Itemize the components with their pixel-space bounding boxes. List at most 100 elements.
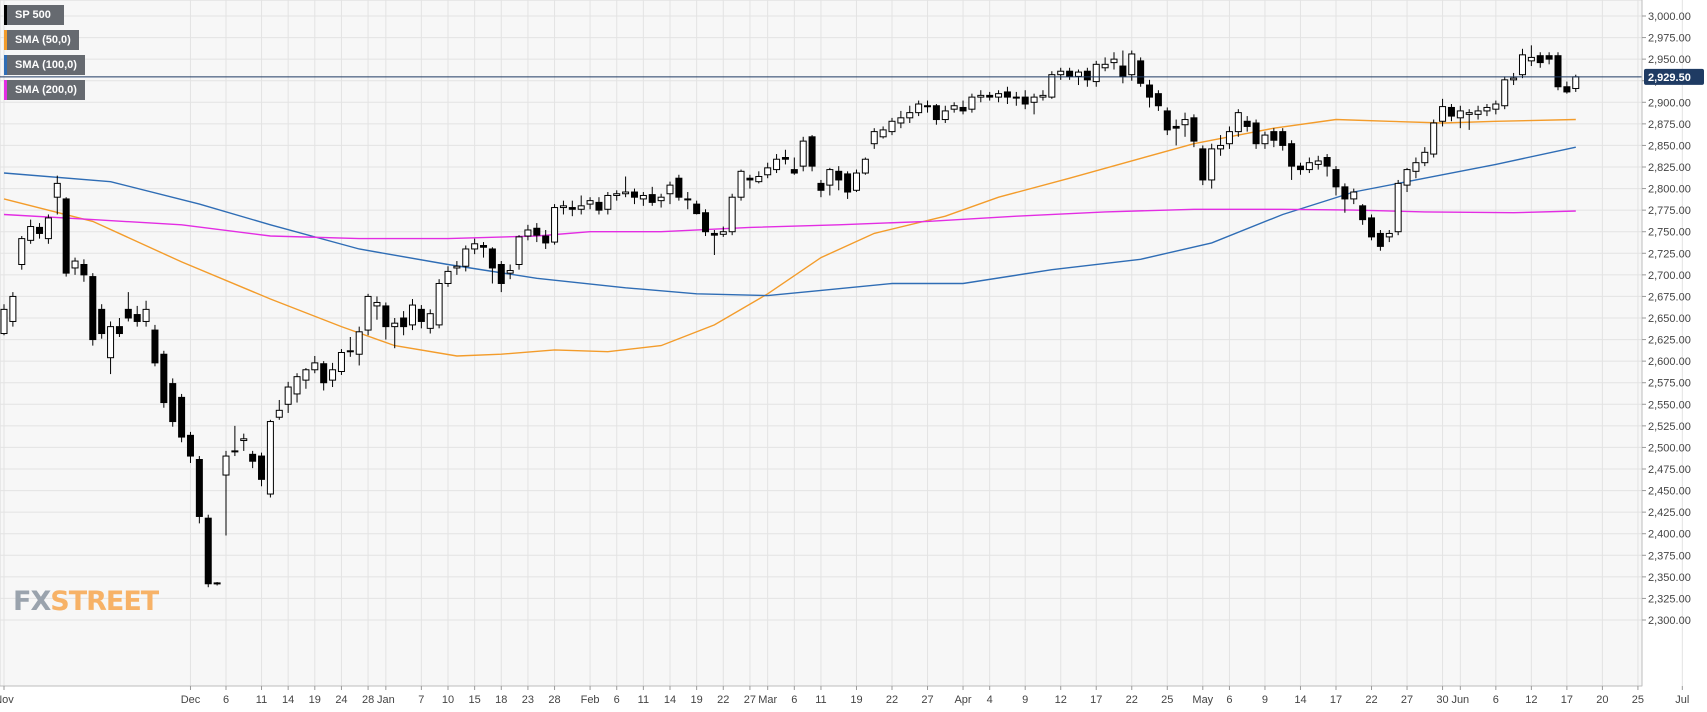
legend: SP 500 SMA (50,0) SMA (100,0) SMA (200,0… [4, 5, 85, 105]
legend-item-sma50[interactable]: SMA (50,0) [4, 30, 79, 50]
y-tick-label: 2,750.00 [1648, 227, 1691, 239]
candle-body-up [426, 313, 434, 329]
candle [1465, 109, 1473, 130]
candle-body-up [240, 438, 248, 442]
y-tick-label: 2,300.00 [1648, 615, 1691, 627]
candle-body-up [506, 270, 514, 274]
candle-body-down [1545, 55, 1553, 60]
candle [506, 264, 514, 280]
candle-body-down [1296, 165, 1304, 171]
candle-body-up [1518, 54, 1526, 76]
logo-street: STREET [50, 586, 159, 617]
candle-body-up [444, 270, 452, 284]
candle-body-down [1368, 217, 1376, 238]
x-tick-label: 9 [1262, 694, 1268, 706]
candle [1057, 67, 1065, 80]
price-badge-box [1644, 68, 1704, 85]
candles [0, 45, 1580, 588]
candle-body-up [1456, 110, 1464, 119]
legend-item-sma200[interactable]: SMA (200,0) [4, 80, 85, 100]
y-tick-label: 2,800.00 [1648, 184, 1691, 196]
candle [169, 378, 177, 427]
candle [577, 195, 585, 215]
candle [666, 181, 674, 205]
candle-body-down [542, 235, 550, 244]
x-tick-label: Apr [954, 694, 971, 706]
candle-body-up [44, 217, 52, 240]
candle [639, 192, 647, 206]
candle-body-down [1119, 65, 1127, 77]
candle-body-down [497, 264, 505, 284]
candle [1208, 143, 1216, 189]
candle [1332, 166, 1340, 196]
x-tick-label: 6 [223, 694, 229, 706]
candle [1430, 119, 1438, 158]
candle [702, 209, 710, 237]
x-tick-label: 7 [418, 694, 424, 706]
candle-body-up [1314, 160, 1322, 165]
candle-body-up [1527, 56, 1535, 62]
candle [879, 126, 887, 139]
candle-body-up [524, 229, 532, 237]
candle [1518, 48, 1526, 79]
y-tick-label: 2,650.00 [1648, 313, 1691, 325]
candle-body-down [1341, 186, 1349, 200]
candle-body-up [1421, 151, 1429, 164]
candle-body-down [258, 455, 266, 480]
x-tick-label: Dec [181, 694, 201, 706]
candle-body-up [977, 94, 985, 98]
candle-body-down [1172, 125, 1180, 129]
candle-body-down [533, 227, 541, 236]
candle-body-up [915, 103, 923, 114]
candle-body-up [373, 301, 381, 307]
candle-body-down [124, 308, 132, 319]
candle [53, 175, 61, 215]
x-tick-label: 27 [1401, 694, 1413, 706]
candle-body-up [1101, 63, 1109, 69]
legend-swatch-sma200 [4, 80, 7, 100]
candle-body-up [852, 172, 860, 191]
candle [986, 91, 994, 101]
candle-body-up [1483, 106, 1491, 112]
candle [1101, 57, 1109, 72]
legend-item-sp500[interactable]: SP 500 [4, 5, 64, 25]
candle [924, 100, 932, 113]
candle-body-up [1572, 76, 1580, 89]
candle-body-down [710, 232, 718, 236]
candle-body-up [364, 295, 372, 331]
candle [870, 128, 878, 149]
candle-body-up [1057, 70, 1065, 76]
candle-body-down [1021, 96, 1029, 105]
candle [142, 300, 150, 327]
x-tick-label: 25 [1161, 694, 1173, 706]
candle [524, 224, 532, 241]
candle-body-up [1217, 144, 1225, 150]
candle-body-up [302, 369, 310, 381]
candle-body-up [559, 205, 567, 209]
candle [1305, 157, 1313, 174]
candle [1181, 112, 1189, 137]
candle [151, 324, 159, 367]
x-tick-label: 22 [717, 694, 729, 706]
legend-item-sma100[interactable]: SMA (100,0) [4, 55, 85, 75]
candle-body-down [151, 329, 159, 364]
x-tick-label: 4 [987, 694, 993, 706]
y-tick-label: 2,525.00 [1648, 421, 1691, 433]
candle [1527, 45, 1535, 67]
candle-body-up [861, 158, 869, 174]
candle-body-down [1012, 96, 1020, 99]
candle-body-down [195, 459, 203, 517]
candle [861, 157, 869, 175]
candle [737, 169, 745, 201]
candle [604, 192, 612, 215]
candle [186, 431, 194, 463]
x-tick-label: 27 [744, 694, 756, 706]
candle-body-up [941, 110, 949, 121]
candle [222, 450, 230, 536]
candle-body-up [311, 362, 319, 371]
candle-body-down [1146, 84, 1154, 98]
candle-body-up [27, 226, 35, 241]
legend-label: SMA (200,0) [15, 84, 77, 96]
candle [1412, 157, 1420, 179]
candle [968, 93, 976, 113]
